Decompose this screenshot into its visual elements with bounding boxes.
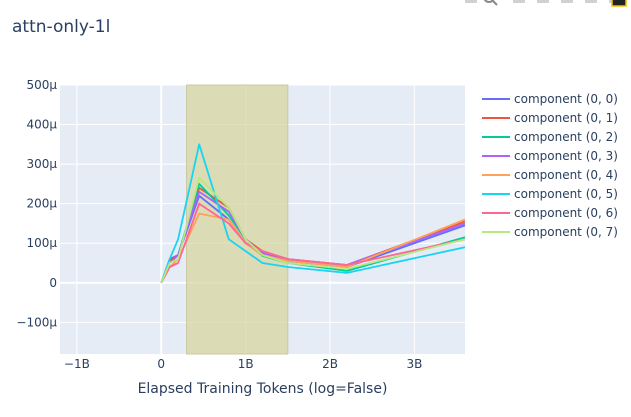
highlight-region: [186, 84, 289, 355]
legend-item[interactable]: component (0, 0): [482, 92, 618, 106]
legend-label: component (0, 0): [514, 92, 618, 106]
x-tick-label: −1B: [64, 357, 90, 371]
legend-label: component (0, 7): [514, 225, 618, 239]
legend-item[interactable]: component (0, 3): [482, 149, 618, 163]
y-tick-label: 100μ: [26, 236, 57, 250]
pan-icon[interactable]: [513, 0, 525, 3]
zoom-icon[interactable]: [483, 0, 498, 6]
series-line-4[interactable]: [160, 212, 466, 284]
y-tick-label: 300μ: [26, 157, 57, 171]
legend-label: component (0, 4): [514, 168, 618, 182]
series-line-7[interactable]: [160, 177, 466, 284]
x-tick-label: 0: [157, 357, 165, 371]
modebar[interactable]: [465, 0, 627, 7]
y-tick-label: 200μ: [26, 197, 57, 211]
legend-label: component (0, 1): [514, 111, 618, 125]
y-tick-label: 0: [49, 276, 57, 290]
box-select-icon[interactable]: [537, 0, 549, 3]
series-lines: [160, 143, 466, 284]
plotly-logo-icon[interactable]: [611, 0, 627, 7]
zoom-handle: [492, 0, 498, 6]
legend-item[interactable]: component (0, 4): [482, 168, 618, 182]
zoom-in-icon[interactable]: [585, 0, 597, 3]
legend[interactable]: component (0, 0) component (0, 1) componen…: [482, 92, 618, 239]
x-tick-label: 3B: [406, 357, 422, 371]
legend-item[interactable]: component (0, 2): [482, 130, 618, 144]
legend-item[interactable]: component (0, 5): [482, 187, 618, 201]
x-tick-label: 2B: [322, 357, 338, 371]
y-axis-ticks: −100μ 0 100μ 200μ 300μ 400μ 500μ: [16, 78, 57, 329]
zoom-lens: [483, 0, 495, 3]
legend-label: component (0, 6): [514, 206, 618, 220]
legend-label: component (0, 2): [514, 130, 618, 144]
x-axis-ticks: −1B 0 1B 2B 3B: [64, 357, 422, 371]
series-line-6[interactable]: [160, 202, 466, 284]
x-tick-label: 1B: [238, 357, 254, 371]
y-tick-label: 400μ: [26, 118, 57, 132]
series-line-5[interactable]: [160, 143, 466, 284]
camera-icon[interactable]: [465, 0, 477, 3]
legend-label: component (0, 5): [514, 187, 618, 201]
y-tick-label: 500μ: [26, 78, 57, 92]
legend-item[interactable]: component (0, 1): [482, 111, 618, 125]
legend-item[interactable]: component (0, 7): [482, 225, 618, 239]
x-axis-label: Elapsed Training Tokens (log=False): [138, 381, 388, 397]
legend-label: component (0, 3): [514, 149, 618, 163]
legend-item[interactable]: component (0, 6): [482, 206, 618, 220]
lasso-icon[interactable]: [561, 0, 573, 3]
y-tick-label: −100μ: [16, 315, 57, 329]
chart-title: attn-only-1l: [12, 17, 111, 37]
